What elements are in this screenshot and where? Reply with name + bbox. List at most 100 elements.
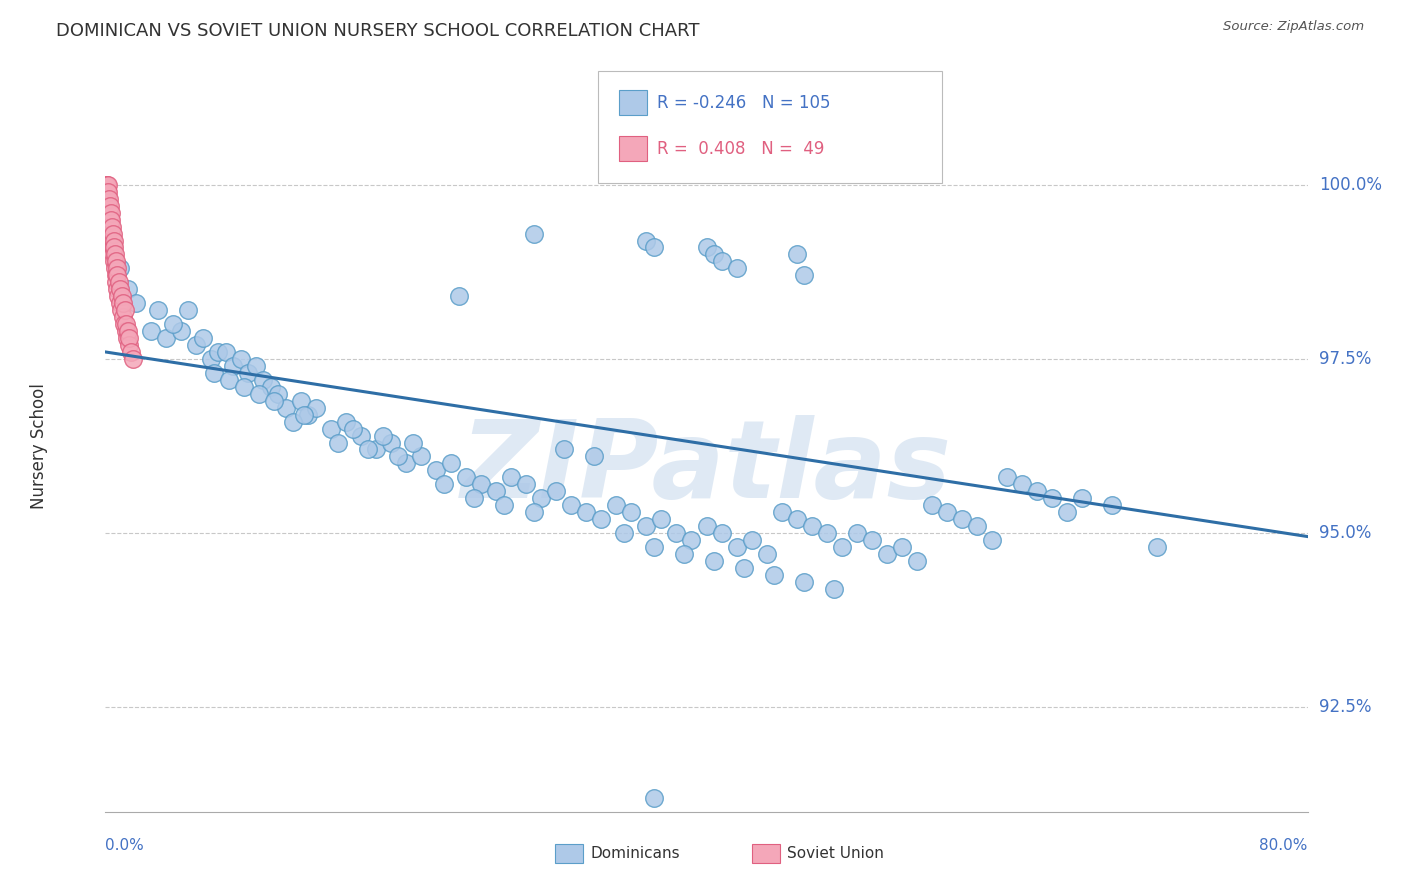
Text: R =  0.408   N =  49: R = 0.408 N = 49 [657, 140, 824, 158]
Point [97, 205, 120, 219]
Point [409, 450, 432, 464]
Point [191, 331, 214, 345]
Point [100, 227, 122, 241]
Point [643, 540, 665, 554]
Point [263, 393, 285, 408]
Point [292, 408, 315, 422]
Point [162, 317, 184, 331]
Point [560, 498, 582, 512]
Point [98, 192, 121, 206]
Text: 95.0%: 95.0% [1319, 524, 1371, 542]
Point [966, 519, 988, 533]
Text: R = -0.246   N = 105: R = -0.246 N = 105 [657, 94, 830, 112]
Point [229, 351, 252, 366]
Text: Source: ZipAtlas.com: Source: ZipAtlas.com [1223, 20, 1364, 33]
Point [530, 491, 553, 506]
Point [770, 505, 793, 519]
Text: 92.5%: 92.5% [1319, 698, 1371, 716]
Text: ZIPatlas: ZIPatlas [461, 415, 952, 521]
Point [214, 345, 236, 359]
Point [110, 261, 132, 276]
Point [725, 540, 748, 554]
Point [335, 415, 357, 429]
Point [350, 428, 373, 442]
Point [98, 219, 121, 234]
Point [252, 373, 274, 387]
Point [1011, 477, 1033, 491]
Point [97, 199, 120, 213]
Point [104, 254, 127, 268]
Point [763, 567, 786, 582]
Point [155, 331, 177, 345]
Point [120, 345, 142, 359]
Text: Nursery School: Nursery School [31, 383, 48, 509]
Point [124, 296, 146, 310]
Text: 100.0%: 100.0% [1319, 176, 1382, 194]
Point [297, 408, 319, 422]
Text: Dominicans: Dominicans [591, 847, 681, 861]
Point [110, 303, 132, 318]
Point [117, 324, 139, 338]
Point [96, 185, 118, 199]
Point [232, 380, 254, 394]
Point [112, 317, 135, 331]
Point [1040, 491, 1063, 506]
Point [118, 338, 141, 352]
Point [139, 324, 162, 338]
Point [950, 512, 973, 526]
Point [643, 790, 665, 805]
Point [815, 526, 838, 541]
Point [101, 227, 124, 241]
Point [177, 303, 200, 318]
Point [290, 393, 312, 408]
Point [122, 351, 145, 366]
Point [793, 574, 815, 589]
Point [515, 477, 537, 491]
Point [110, 282, 132, 296]
Point [725, 261, 748, 276]
Text: Soviet Union: Soviet Union [787, 847, 884, 861]
Point [101, 240, 124, 254]
Point [105, 275, 128, 289]
Point [845, 526, 868, 541]
Point [96, 178, 118, 192]
Point [786, 247, 808, 261]
Point [395, 457, 418, 471]
Text: DOMINICAN VS SOVIET UNION NURSERY SCHOOL CORRELATION CHART: DOMINICAN VS SOVIET UNION NURSERY SCHOOL… [56, 22, 700, 40]
Point [100, 212, 122, 227]
Point [463, 491, 485, 506]
Point [96, 178, 118, 192]
Point [710, 254, 733, 268]
Point [111, 310, 134, 325]
Point [222, 359, 245, 373]
Point [703, 247, 725, 261]
Point [425, 463, 447, 477]
Point [103, 240, 125, 254]
Point [447, 289, 470, 303]
Text: 97.5%: 97.5% [1319, 350, 1371, 368]
Point [200, 351, 222, 366]
Point [546, 484, 568, 499]
Point [523, 505, 546, 519]
Point [364, 442, 387, 457]
Point [921, 498, 943, 512]
Point [523, 227, 546, 241]
Point [305, 401, 328, 415]
Point [755, 547, 778, 561]
Point [470, 477, 492, 491]
Point [111, 289, 134, 303]
Point [890, 540, 912, 554]
Point [905, 554, 928, 568]
Point [582, 450, 605, 464]
Point [981, 533, 1004, 547]
Point [373, 428, 395, 442]
Point [1146, 540, 1168, 554]
Point [501, 470, 523, 484]
Point [112, 296, 135, 310]
Point [328, 435, 350, 450]
Point [108, 275, 131, 289]
Point [115, 331, 138, 345]
Point [260, 380, 283, 394]
Point [636, 519, 658, 533]
Point [733, 561, 755, 575]
